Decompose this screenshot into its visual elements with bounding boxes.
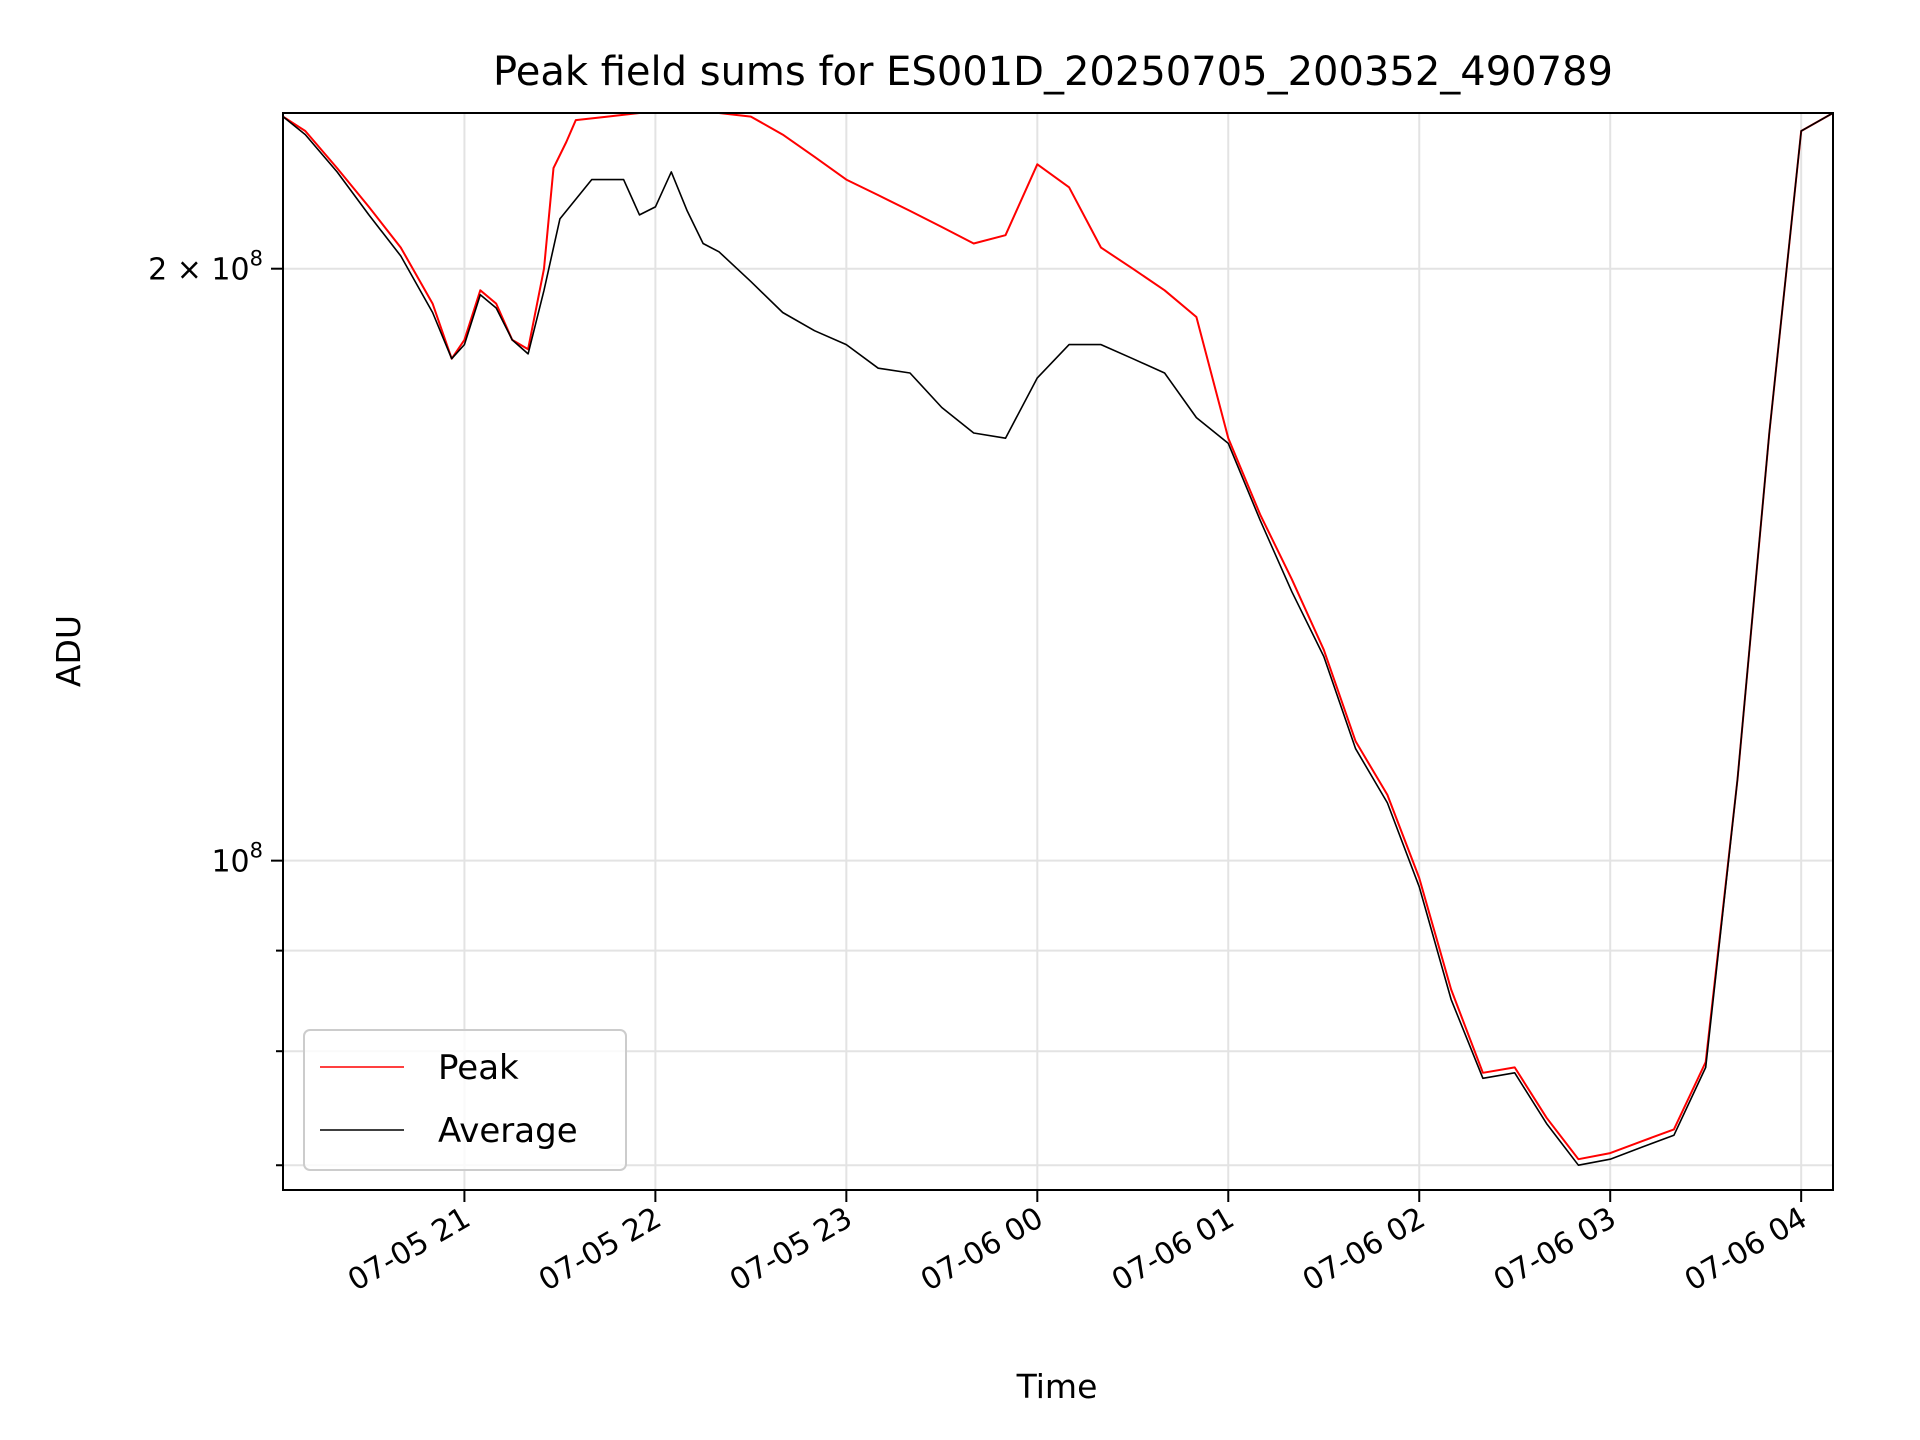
y-axis-label: ADU: [49, 615, 88, 687]
y-tick-label: 108: [211, 839, 263, 880]
chart-title: Peak field sums for ES001D_20250705_2003…: [493, 49, 1613, 95]
legend: Peak Average: [303, 1029, 627, 1171]
plot-frame: [282, 112, 1834, 1191]
series-average-line: [282, 112, 1834, 1166]
x-axis-label: Time: [1016, 1367, 1098, 1406]
legend-box: [303, 1029, 627, 1171]
legend-average-label: Average: [438, 1111, 578, 1151]
y-tick-label: 2 × 108: [148, 247, 263, 288]
legend-peak-label: Peak: [438, 1048, 519, 1088]
series-peak-line: [282, 112, 1834, 1161]
series-layer: [282, 112, 1834, 1166]
